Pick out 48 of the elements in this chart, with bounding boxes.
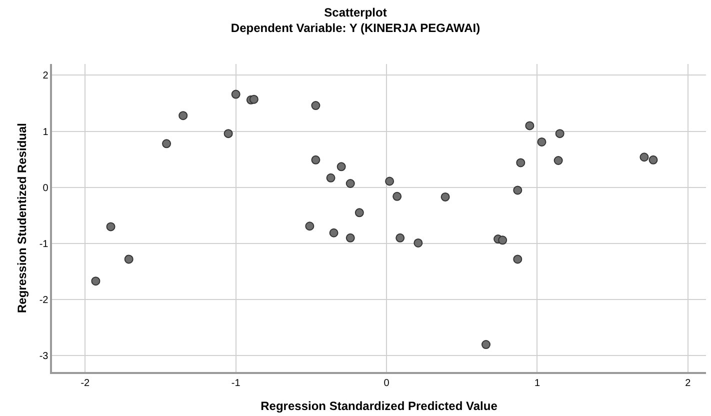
- point: [346, 233, 355, 242]
- point: [554, 156, 563, 165]
- point: [336, 162, 346, 172]
- point: [414, 238, 423, 248]
- point: [513, 186, 522, 195]
- point: [346, 179, 355, 188]
- point: [513, 254, 522, 264]
- y-tick-label: -3: [39, 351, 49, 362]
- y-tick-label: -2: [39, 295, 49, 306]
- y-axis-title: Regression Studentized Residual: [15, 122, 30, 314]
- chart-title: Scatterplot: [324, 6, 387, 20]
- point: [640, 152, 649, 162]
- point: [91, 276, 100, 286]
- point: [354, 208, 364, 218]
- point: [329, 228, 338, 238]
- point: [498, 236, 508, 245]
- chart-subtitle: Dependent Variable: Y (KINERJA PEGAWAI): [230, 21, 480, 36]
- y-tick-label: 2: [42, 70, 49, 82]
- point: [516, 158, 526, 168]
- point: [396, 233, 405, 242]
- point: [305, 222, 314, 231]
- point: [224, 129, 233, 138]
- point: [311, 155, 320, 164]
- y-tick-label: -1: [39, 239, 49, 250]
- point: [537, 137, 546, 146]
- point: [231, 90, 240, 99]
- point: [392, 192, 402, 201]
- point: [525, 121, 534, 130]
- point: [106, 222, 116, 232]
- point: [124, 254, 134, 264]
- x-axis-title: Regression Standardized Predicted Value: [260, 399, 498, 414]
- point: [385, 176, 394, 186]
- point: [481, 340, 490, 350]
- point: [326, 173, 336, 182]
- y-tick-label: 0: [42, 182, 49, 194]
- x-tick-label: 2: [685, 378, 692, 389]
- y-tick-label: 1: [42, 126, 49, 138]
- point: [440, 192, 450, 202]
- point: [178, 111, 188, 120]
- point: [162, 139, 172, 148]
- point: [648, 155, 658, 164]
- point: [311, 101, 320, 110]
- x-tick-label: 0: [384, 378, 390, 389]
- point: [249, 94, 258, 104]
- x-tick-label: -1: [231, 378, 241, 389]
- x-tick-label: 1: [534, 378, 540, 389]
- point: [555, 129, 564, 138]
- x-tick-label: -2: [80, 378, 90, 389]
